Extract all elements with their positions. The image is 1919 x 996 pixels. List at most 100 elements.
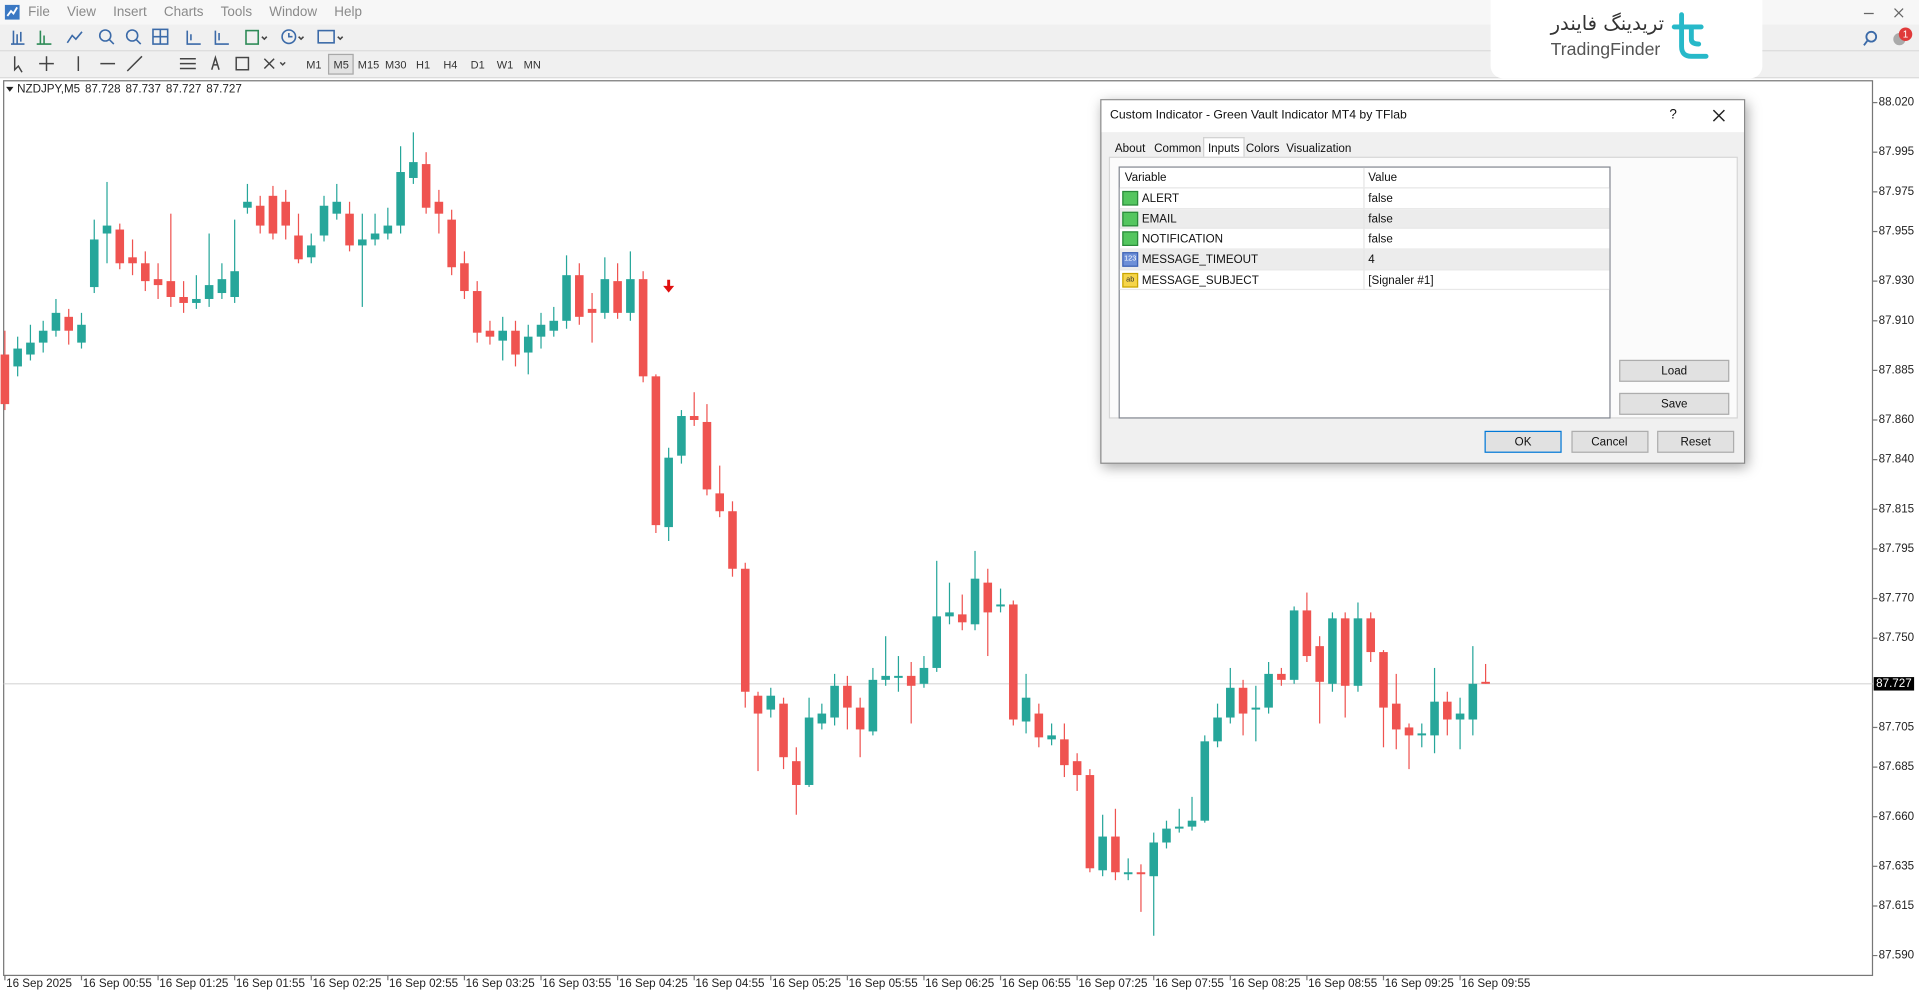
column-divider [1363, 270, 1365, 290]
candle-body [358, 239, 367, 246]
candle-body [689, 416, 699, 420]
notification-badge[interactable] [1898, 27, 1913, 41]
candle-body [1366, 618, 1376, 653]
logo: تریدینگ فایندر TradingFinder [1490, 0, 1763, 79]
y-tick-label: 87.910 [1879, 314, 1915, 327]
candle-body [1187, 820, 1197, 827]
candle-body [1315, 646, 1324, 682]
timeframe-button[interactable]: M1 [306, 58, 322, 71]
timeframe-button[interactable]: M30 [385, 58, 407, 71]
timeframe-button[interactable]: W1 [496, 58, 514, 71]
dialog-button[interactable]: OK [1484, 430, 1562, 453]
candle-body [243, 201, 252, 208]
dialog-button[interactable]: Cancel [1570, 430, 1648, 453]
x-tick-label: 16 Sep 08:25 [1232, 977, 1301, 990]
variable-name: NOTIFICATION [1141, 233, 1224, 247]
candle-body [766, 695, 776, 710]
candle-body [945, 612, 954, 617]
timeframe-button[interactable]: MN [523, 58, 541, 71]
table-row[interactable]: NOTIFICATION false [1119, 229, 1610, 250]
variable-name: EMAIL [1141, 212, 1177, 227]
tab[interactable]: Inputs [1203, 137, 1245, 160]
candle-body [549, 320, 559, 331]
menu-item[interactable]: Tools [220, 4, 253, 20]
candle-body [664, 457, 673, 528]
candle-body [409, 162, 418, 178]
candle-body [1021, 697, 1031, 722]
y-tick-label: 88.020 [1879, 96, 1915, 109]
candle-body [753, 695, 763, 714]
close-button[interactable] [1711, 108, 1728, 125]
timeframe-button[interactable]: M5 [328, 53, 355, 75]
x-tick-label: 16 Sep 05:55 [849, 977, 918, 990]
candle-body [1353, 618, 1363, 686]
candle-body [970, 578, 980, 625]
timeframe-button[interactable]: D1 [470, 58, 485, 71]
menu-item[interactable]: Window [269, 4, 318, 20]
candle-body [153, 279, 163, 286]
symbol-marker [6, 86, 14, 92]
candle-body [345, 213, 354, 246]
help-button[interactable]: ? [1669, 107, 1677, 123]
icon-label: ab [1126, 276, 1135, 284]
x-tick-label: 16 Sep 02:25 [312, 977, 381, 990]
candle-body [817, 713, 827, 724]
candle-body [460, 263, 469, 292]
candle-body [89, 239, 99, 288]
candle-body [319, 205, 329, 236]
timeframe-button[interactable]: H4 [443, 58, 458, 71]
timeframe-button[interactable]: H1 [416, 58, 431, 71]
candle-body [64, 316, 74, 331]
candle-body [306, 245, 316, 258]
top-right-icons: 1 [1863, 27, 1913, 46]
candle-body [1111, 836, 1120, 873]
candle-body [792, 761, 801, 785]
candle-body [1200, 741, 1210, 821]
tab[interactable]: Common [1154, 141, 1202, 156]
menu-item[interactable]: Charts [163, 4, 204, 20]
table-row[interactable]: 123 MESSAGE_TIMEOUT 4 [1119, 249, 1610, 271]
menu-item[interactable]: Help [334, 4, 362, 20]
candle-body [600, 279, 610, 313]
candle-body [1238, 687, 1248, 714]
candle-body [217, 279, 227, 294]
candle-body [498, 330, 508, 341]
tab[interactable]: Colors [1245, 141, 1280, 156]
table-header: Variable Value [1119, 167, 1610, 189]
row-icon [1122, 231, 1139, 247]
candle-body [804, 717, 814, 785]
candle-body [102, 225, 112, 234]
table-row[interactable]: EMAIL false [1119, 208, 1610, 230]
candle-body [1443, 701, 1452, 720]
ohlc-value: 87.737 [125, 82, 161, 95]
candle-body [38, 330, 48, 343]
candle-body [626, 279, 635, 313]
candle-body [128, 257, 137, 264]
candle-body [1404, 727, 1414, 736]
menu-item[interactable]: File [28, 4, 50, 20]
y-tick-label: 87.705 [1879, 721, 1915, 734]
column-header: Variable [1124, 171, 1167, 185]
candle-body [1251, 707, 1261, 710]
candle-body [1174, 826, 1184, 829]
tab[interactable]: Visualization [1286, 141, 1352, 156]
candle-body [77, 324, 86, 343]
side-button[interactable]: Load [1619, 359, 1730, 382]
candle-body [383, 225, 393, 234]
column-divider [1363, 167, 1365, 188]
dialog-button[interactable]: Reset [1657, 430, 1735, 453]
candle-body [983, 582, 993, 613]
inputs-table: Variable Value ALERT false EMAIL false NOTIF… [1118, 166, 1611, 419]
tab[interactable]: About [1114, 141, 1146, 156]
table-row[interactable]: ALERT false [1119, 188, 1610, 209]
candle-body [1136, 872, 1146, 875]
menu-item[interactable]: Insert [113, 4, 147, 20]
candle-body [1417, 733, 1427, 736]
candle-body [1340, 618, 1350, 686]
table-row[interactable]: ab MESSAGE_SUBJECT [Signaler #1] [1119, 270, 1610, 291]
menu-item[interactable]: View [66, 4, 96, 20]
side-button[interactable]: Save [1619, 392, 1730, 415]
timeframe-button[interactable]: M15 [357, 58, 380, 71]
